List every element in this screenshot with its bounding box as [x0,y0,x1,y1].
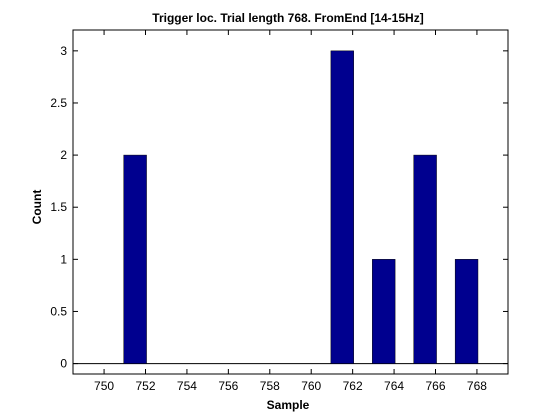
x-tick-label: 752 [135,379,155,393]
y-tick-label: 1.5 [50,200,67,214]
y-tick-label: 2.5 [50,96,67,110]
bar-2 [372,259,396,364]
y-tick-label: 3 [60,44,67,58]
y-axis-label: Count [30,190,44,225]
x-tick-label: 756 [218,379,238,393]
y-tick-label: 0.5 [50,304,67,318]
x-tick-label: 766 [425,379,445,393]
x-tick-label: 754 [177,379,197,393]
bar-0 [123,154,147,364]
y-tick-label: 0 [60,357,67,371]
plot-frame [72,29,509,375]
y-tick-label: 2 [60,148,67,162]
x-axis-label: Sample [267,398,310,412]
x-tick-label: 758 [260,379,280,393]
y-axis-ticks: 0 0.5 1 1.5 2 2.5 3 [50,44,508,371]
y-tick-label: 1 [60,252,67,266]
bars-group [123,50,479,364]
x-tick-label: 768 [467,379,487,393]
bar-1 [330,50,354,364]
bar-4 [454,259,479,364]
x-tick-label: 750 [94,379,114,393]
x-tick-label: 762 [343,379,363,393]
bar-3 [413,154,437,364]
x-tick-label: 764 [384,379,404,393]
chart-title: Trigger loc. Trial length 768. FromEnd [… [152,11,423,25]
x-axis-ticks: 750 752 754 756 758 760 762 764 766 768 [94,30,487,393]
x-tick-label: 760 [301,379,321,393]
